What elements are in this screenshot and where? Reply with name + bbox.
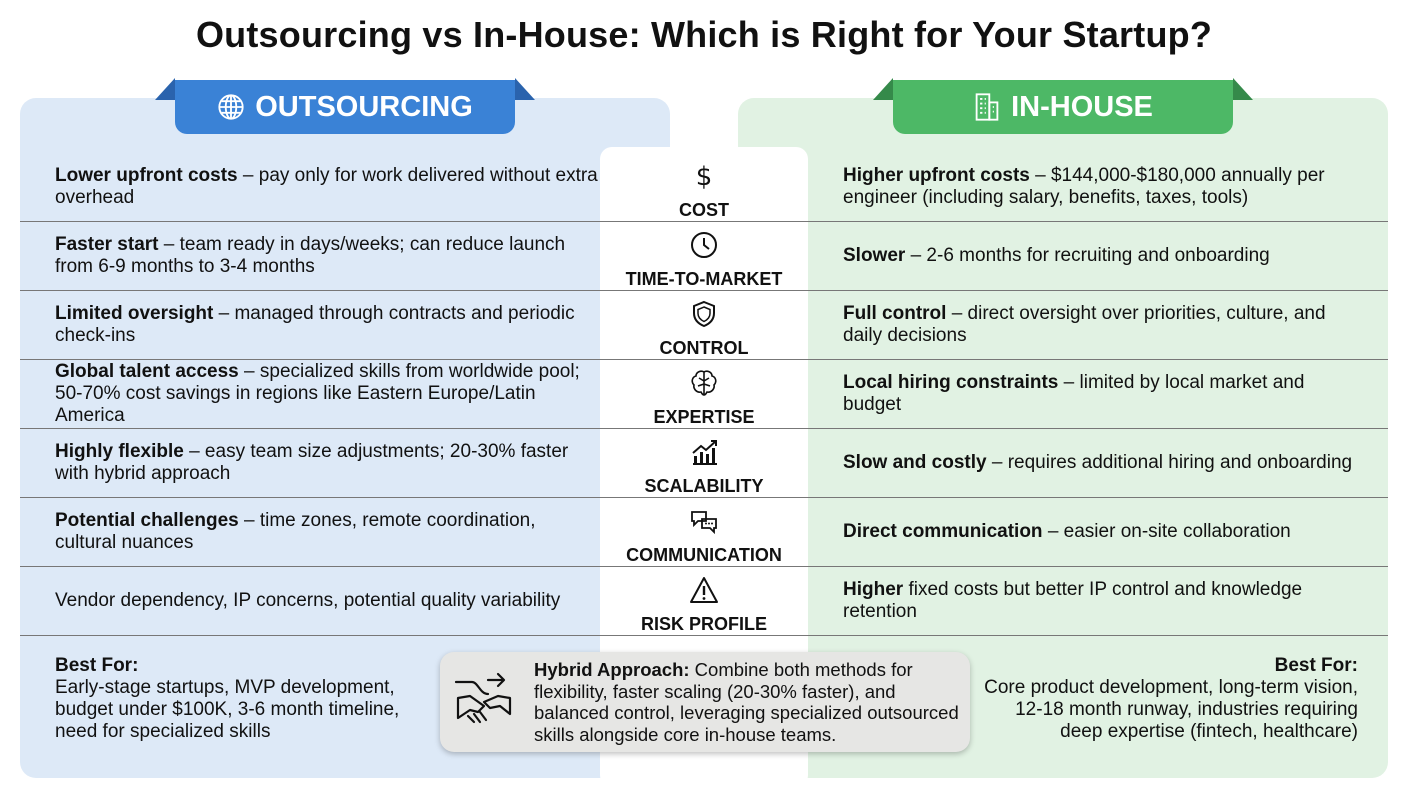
point-text: – requires additional hiring and onboard… <box>986 452 1353 473</box>
clock-icon <box>691 232 717 258</box>
category-label: TIME-TO-MARKET <box>625 269 783 289</box>
hybrid-label: Hybrid Approach: <box>534 659 690 680</box>
point-text: – easy team size adjustments; 20-30% fas… <box>55 441 569 484</box>
comparison-row-expertise: Global talent access – specialized skill… <box>20 360 1388 429</box>
point-title: Higher upfront costs <box>843 165 1030 186</box>
point-title: Highly flexible <box>55 441 184 462</box>
category-label: COMMUNICATION <box>626 545 782 565</box>
comparison-row-cost: Lower upfront costs – pay only for work … <box>20 153 1388 222</box>
point-title: Slower <box>843 245 906 266</box>
comparison-row-scalability: Highly flexible – easy team size adjustm… <box>20 429 1388 498</box>
category-label: COST <box>678 200 729 220</box>
best-for-in-house: Best For: Core product development, long… <box>978 655 1358 743</box>
brain-icon <box>691 370 717 396</box>
category-cell: RISK PROFILE <box>600 575 808 635</box>
shield-icon <box>693 300 715 328</box>
outsourcing-header: OUTSOURCING <box>175 80 515 134</box>
category-label: CONTROL <box>659 338 749 358</box>
point-text: – easier on-site collaboration <box>1042 521 1291 542</box>
point-text: Vendor dependency, IP concerns, potentia… <box>55 590 561 611</box>
point-text: – pay only for work delivered without ex… <box>55 165 598 208</box>
best-for-outsourcing: Best For: Early-stage startups, MVP deve… <box>55 655 415 743</box>
svg-text:$: $ <box>696 162 713 191</box>
in-house-header: IN-HOUSE <box>893 80 1233 134</box>
outsourcing-point: Highly flexible – easy team size adjustm… <box>55 441 600 485</box>
outsourcing-point: Global talent access – specialized skill… <box>55 361 600 427</box>
category-cell: SCALABILITY <box>600 437 808 497</box>
comparison-row-time-to-market: Faster start – team ready in days/weeks;… <box>20 222 1388 291</box>
hybrid-description: Combine both methods for flexibility, fa… <box>534 659 959 745</box>
in-house-point: Full control – direct oversight over pri… <box>843 303 1363 347</box>
category-label: EXPERTISE <box>653 407 755 427</box>
point-text: fixed costs but better IP control and kn… <box>843 579 1303 622</box>
dollar-icon: $ <box>696 162 713 192</box>
in-house-label: IN-HOUSE <box>1011 90 1153 123</box>
outsourcing-point: Faster start – team ready in days/weeks;… <box>55 234 600 278</box>
point-title: Direct communication <box>843 521 1043 542</box>
comparison-row-communication: Potential challenges – time zones, remot… <box>20 498 1388 567</box>
category-cell: CONTROL <box>600 299 808 359</box>
comparison-row-risk-profile: Vendor dependency, IP concerns, potentia… <box>20 567 1388 636</box>
ribbon-fold <box>873 78 893 100</box>
outsourcing-point: Lower upfront costs – pay only for work … <box>55 165 600 209</box>
ribbon-fold <box>1233 78 1253 100</box>
page-title: Outsourcing vs In-House: Which is Right … <box>195 14 1213 55</box>
point-title: Limited oversight <box>55 303 214 324</box>
point-title: Global talent access <box>55 361 239 382</box>
category-label: SCALABILITY <box>644 476 764 496</box>
ribbon-fold <box>155 78 175 100</box>
in-house-point: Higher upfront costs – $144,000-$180,000… <box>843 165 1363 209</box>
hybrid-approach-callout: Hybrid Approach: Combine both methods fo… <box>440 652 970 752</box>
point-text: – $144,000-$180,000 annually per enginee… <box>843 165 1325 208</box>
best-for-label: Best For: <box>55 655 139 676</box>
category-cell: TIME-TO-MARKET <box>600 230 808 290</box>
best-for-text: Early-stage startups, MVP development, b… <box>55 677 400 742</box>
chat-bubbles-icon <box>691 511 717 535</box>
warning-icon <box>690 577 718 603</box>
outsourcing-point: Vendor dependency, IP concerns, potentia… <box>55 590 600 612</box>
globe-icon <box>218 94 244 120</box>
point-title: Full control <box>843 303 947 324</box>
comparison-row-control: Limited oversight – managed through cont… <box>20 291 1388 360</box>
category-cell: EXPERTISE <box>600 368 808 428</box>
point-text: – specialized skills from worldwide pool… <box>55 361 580 426</box>
building-icon <box>975 93 999 121</box>
point-title: Local hiring constraints <box>843 372 1059 393</box>
hybrid-text: Hybrid Approach: Combine both methods fo… <box>534 659 964 745</box>
point-text: – team ready in days/weeks; can reduce l… <box>55 234 566 277</box>
in-house-point: Slow and costly – requires additional hi… <box>843 452 1363 474</box>
in-house-point: Slower – 2-6 months for recruiting and o… <box>843 245 1363 267</box>
category-label: RISK PROFILE <box>640 614 767 634</box>
in-house-point: Local hiring constraints – limited by lo… <box>843 372 1363 416</box>
point-text: – direct oversight over priorities, cult… <box>843 303 1326 346</box>
outsourcing-point: Limited oversight – managed through cont… <box>55 303 600 347</box>
outsourcing-label: OUTSOURCING <box>255 90 473 123</box>
point-text: – time zones, remote coordination, cultu… <box>55 510 536 553</box>
category-cell: COMMUNICATION <box>600 506 808 566</box>
point-text: – managed through contracts and periodic… <box>55 303 575 346</box>
point-title: Slow and costly <box>843 452 987 473</box>
in-house-point: Higher fixed costs but better IP control… <box>843 579 1363 623</box>
ribbon-fold <box>515 78 535 100</box>
point-title: Lower upfront costs <box>55 165 238 186</box>
best-for-label: Best For: <box>1274 655 1358 676</box>
point-title: Higher <box>843 579 904 600</box>
handshake-icon <box>454 672 512 724</box>
growth-chart-icon <box>692 440 717 465</box>
point-title: Potential challenges <box>55 510 239 531</box>
point-text: – limited by local market and budget <box>843 372 1305 415</box>
outsourcing-point: Potential challenges – time zones, remot… <box>55 510 600 554</box>
in-house-point: Direct communication – easier on-site co… <box>843 521 1363 543</box>
category-cell: $ COST <box>600 161 808 221</box>
point-text: – 2-6 months for recruiting and onboardi… <box>905 245 1270 266</box>
best-for-text: Core product development, long-term visi… <box>984 677 1358 742</box>
point-title: Faster start <box>55 234 159 255</box>
